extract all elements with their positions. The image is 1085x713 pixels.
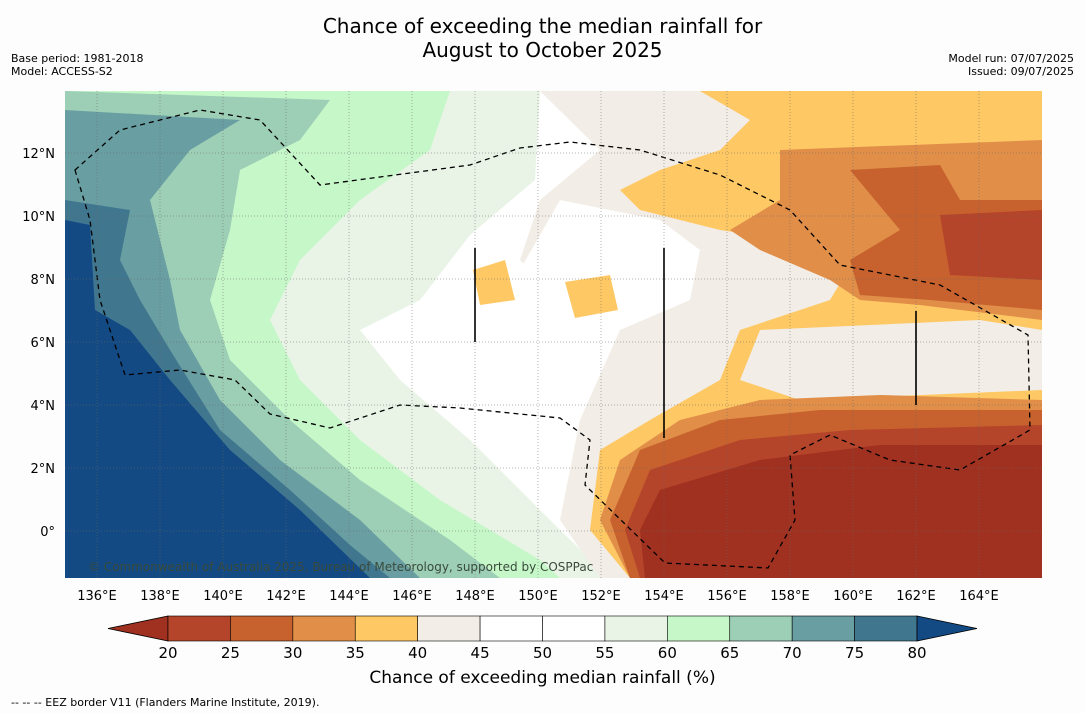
lon-label: 150°E: [518, 589, 558, 604]
zone-35-40-d: [565, 275, 618, 318]
lon-label: 160°E: [833, 589, 873, 604]
colorbar-tick-label: 50: [533, 644, 552, 662]
colorbar-extend-low: [107, 615, 169, 642]
lat-label: 6°N: [31, 336, 56, 351]
colorbar-tick-label: 40: [408, 644, 427, 662]
colorbar: 20 25 30 35 40 45 50 55 60 65 70 75 80: [107, 615, 978, 662]
colorbar-title: Chance of exceeding median rainfall (%): [369, 668, 716, 688]
colorbar-tick-label: 55: [595, 644, 614, 662]
lon-label: 136°E: [77, 589, 117, 604]
eez-footnote: -- -- -- EEZ border V11 (Flanders Marine…: [11, 696, 320, 709]
copyright-notice: © Commonwealth of Australia 2025, Bureau…: [88, 560, 593, 574]
lon-label: 140°E: [203, 589, 243, 604]
eez-border-west: [74, 109, 1031, 569]
zone-20-25: [940, 210, 1042, 280]
lon-label: 142°E: [266, 589, 306, 604]
colorbar-bin: [729, 615, 793, 642]
lon-label: 152°E: [581, 589, 621, 604]
lon-label: 146°E: [392, 589, 432, 604]
colorbar-bin: [230, 615, 294, 642]
lat-label: 8°N: [31, 273, 56, 288]
lon-label: 164°E: [959, 589, 999, 604]
zone-50-55: [520, 200, 700, 330]
lat-label: 4°N: [31, 399, 56, 414]
metadata-left: Base period: 1981-2018 Model: ACCESS-S2: [11, 52, 143, 78]
colorbar-bin: [854, 615, 918, 642]
colorbar-tick-label: 20: [158, 644, 177, 662]
colorbar-tick-label: 35: [346, 644, 365, 662]
metadata-right: Model run: 07/07/2025 Issued: 09/07/2025: [948, 52, 1074, 78]
issued-date: Issued: 09/07/2025: [967, 65, 1074, 78]
colorbar-tick-label: 25: [221, 644, 240, 662]
colorbar-tick-label: 65: [720, 644, 739, 662]
base-period: Base period: 1981-2018: [11, 52, 144, 65]
latitude-labels: 12°N 10°N 8°N 6°N 4°N 2°N 0°: [22, 147, 55, 540]
lon-label: 144°E: [329, 589, 369, 604]
lat-label: 2°N: [31, 462, 56, 477]
zone-below-20: [640, 445, 1042, 578]
colorbar-bin: [167, 615, 231, 642]
map-title: Chance of exceeding the median rainfall …: [0, 14, 1085, 62]
colorbar-bin: [417, 615, 481, 642]
colorbar-tick-label: 60: [658, 644, 677, 662]
colorbar-bin: [354, 615, 418, 642]
zone-35-40-c: [473, 260, 515, 305]
lon-label: 156°E: [707, 589, 747, 604]
rainfall-field: © Commonwealth of Australia 2025, Bureau…: [65, 91, 1042, 578]
lat-label: 0°: [40, 525, 55, 540]
model-run: Model run: 07/07/2025: [948, 52, 1074, 65]
colorbar-bin: [479, 615, 543, 642]
colorbar-tick-label: 45: [471, 644, 490, 662]
colorbar-tick-label: 80: [907, 644, 926, 662]
title-line-1: Chance of exceeding the median rainfall …: [322, 14, 763, 38]
colorbar-bin: [667, 615, 731, 642]
zone-40-45-e: [740, 320, 1042, 400]
longitude-labels: 136°E 138°E 140°E 142°E 144°E 146°E 148°…: [77, 589, 999, 604]
colorbar-extend-high: [916, 615, 978, 642]
lon-label: 154°E: [644, 589, 684, 604]
lon-label: 162°E: [896, 589, 936, 604]
colorbar-tick-label: 75: [845, 644, 864, 662]
colorbar-bin: [791, 615, 855, 642]
colorbar-bin: [292, 615, 356, 642]
lat-label: 12°N: [22, 147, 55, 162]
colorbar-tick-label: 70: [783, 644, 802, 662]
lon-label: 158°E: [770, 589, 810, 604]
colorbar-bin: [604, 615, 668, 642]
lat-label: 10°N: [22, 210, 55, 225]
title-line-2: August to October 2025: [422, 38, 663, 62]
model-name: Model: ACCESS-S2: [11, 65, 113, 78]
colorbar-bin: [542, 615, 606, 642]
colorbar-tick-label: 30: [283, 644, 302, 662]
zone-80-plus: [65, 220, 370, 578]
lon-label: 148°E: [455, 589, 495, 604]
lon-label: 138°E: [140, 589, 180, 604]
